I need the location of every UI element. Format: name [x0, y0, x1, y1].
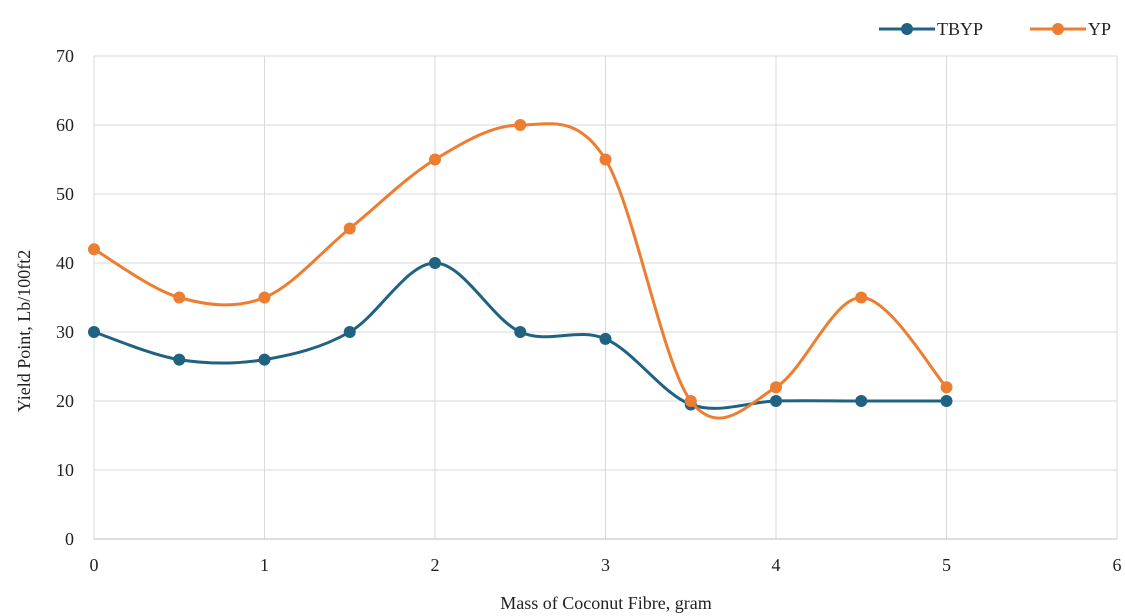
y-tick-label: 50: [56, 184, 74, 204]
x-tick-label: 5: [942, 555, 951, 575]
data-point: [343, 326, 356, 338]
y-tick-labels: 0 10 20 30 40 50 60 70: [56, 46, 74, 549]
legend: TBYP YP: [879, 19, 1111, 39]
series-line: [93, 122, 948, 420]
data-point: [173, 291, 186, 304]
x-tick-labels: 0 1 2 3 4 5 6: [90, 555, 1122, 575]
y-tick-label: 0: [65, 529, 74, 549]
data-point: [940, 395, 953, 407]
legend-label: TBYP: [937, 19, 983, 39]
data-point: [258, 353, 271, 366]
data-point: [88, 243, 100, 256]
y-tick-label: 20: [56, 391, 74, 411]
data-point: [514, 119, 527, 131]
data-point: [514, 326, 527, 338]
x-tick-label: 6: [1113, 555, 1122, 575]
data-point: [770, 381, 782, 394]
x-tick-label: 2: [431, 555, 440, 575]
data-point: [258, 291, 271, 304]
y-tick-label: 70: [56, 46, 74, 66]
data-point: [599, 153, 612, 166]
gridlines: [93, 55, 1118, 539]
series-yp: [88, 119, 953, 420]
data-point: [173, 353, 186, 366]
series-tbyp: [88, 257, 953, 411]
legend-item: TBYP: [879, 19, 983, 39]
y-tick-label: 10: [56, 460, 74, 480]
x-tick-label: 4: [772, 555, 781, 575]
data-point: [343, 222, 356, 235]
data-point: [770, 395, 782, 407]
data-point: [855, 291, 868, 304]
y-tick-label: 60: [56, 115, 74, 135]
data-point: [88, 326, 100, 338]
x-tick-label: 1: [260, 555, 269, 575]
y-tick-label: 40: [56, 253, 74, 273]
legend-marker: [901, 23, 913, 35]
data-point: [855, 395, 868, 407]
series-lines: [88, 119, 953, 420]
data-point: [940, 381, 953, 394]
data-point: [429, 153, 441, 166]
y-axis-title: Yield Point, Lb/100ft2: [14, 250, 34, 413]
x-tick-label: 0: [90, 555, 99, 575]
legend-item: YP: [1030, 19, 1111, 39]
y-tick-label: 30: [56, 322, 74, 342]
data-point: [684, 395, 697, 407]
x-tick-label: 3: [601, 555, 610, 575]
x-axis-title: Mass of Coconut Fibre, gram: [500, 593, 711, 613]
data-point: [599, 332, 612, 345]
legend-label: YP: [1088, 19, 1111, 39]
legend-marker: [1052, 23, 1064, 35]
data-point: [429, 257, 441, 269]
